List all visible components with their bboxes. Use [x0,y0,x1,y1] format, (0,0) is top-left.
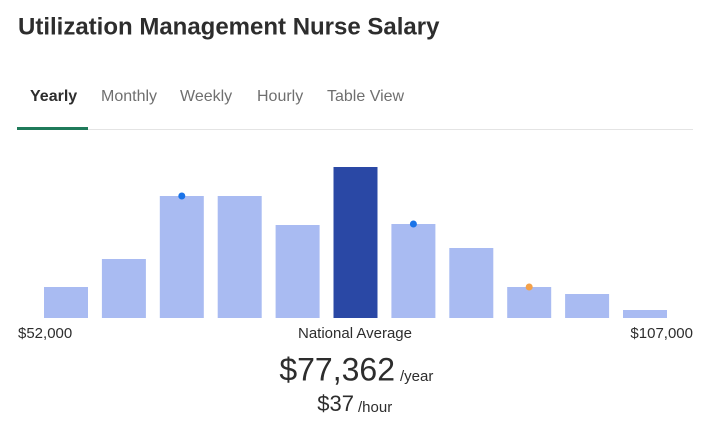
bar [333,167,378,318]
hourly-unit: /hour [358,399,392,416]
bar [449,248,494,318]
marker [178,192,186,200]
tab[interactable]: Hourly [257,88,303,105]
center-label: National Average [298,325,412,342]
tab[interactable]: Yearly [30,88,77,105]
bar [391,224,436,318]
bar [101,259,146,318]
bar [565,294,610,318]
range-min: $52,000 [18,325,72,342]
tab[interactable]: Table View [327,88,405,105]
bar [44,287,88,318]
hourly-average: $37 [317,391,354,416]
marker [525,283,533,291]
tab-divider [17,129,693,130]
marker [409,220,417,228]
bar [507,287,552,318]
yearly-unit: /year [400,368,433,385]
tab[interactable]: Weekly [180,88,232,105]
bar [217,196,262,318]
bar [159,196,204,318]
active-tab-underline [17,127,88,130]
tab[interactable]: Monthly [101,88,157,105]
range-max: $107,000 [630,325,693,342]
title: Utilization Management Nurse Salary [18,13,440,40]
yearly-average: $77,362 [279,351,395,387]
bar [623,310,667,318]
bar [275,225,320,318]
